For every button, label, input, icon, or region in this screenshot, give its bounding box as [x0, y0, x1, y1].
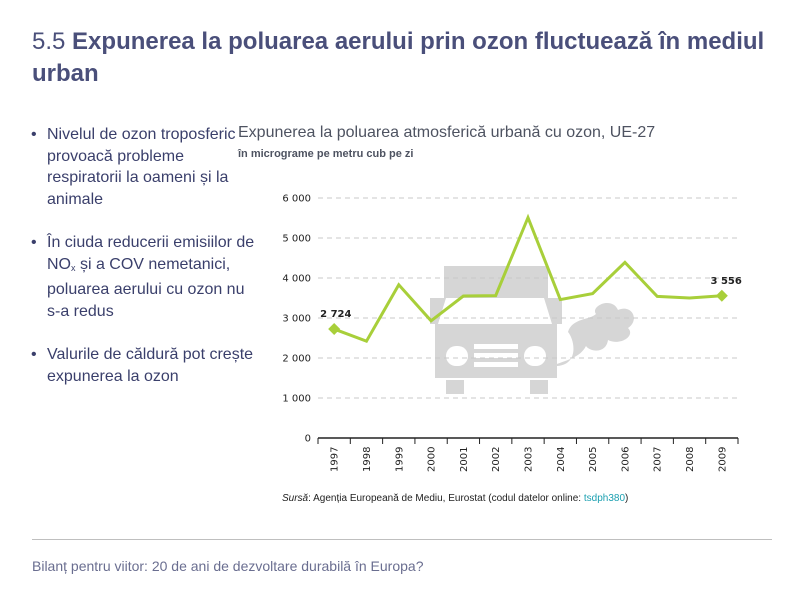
x-tick-label: 2003 — [524, 447, 535, 472]
y-tick-label: 1 000 — [282, 394, 311, 405]
source-label: Sursă — [282, 493, 309, 504]
x-tick-label: 1999 — [394, 447, 405, 472]
footer-text: Bilanț pentru viitor: 20 de ani de dezvo… — [32, 558, 424, 574]
dataset-code-link[interactable]: tsdph380 — [583, 493, 626, 504]
bullet-list: Nivelul de ozon troposferic provoacă pro… — [30, 124, 260, 409]
y-tick-label: 2 000 — [282, 354, 311, 365]
x-tick-label: 1997 — [330, 447, 341, 472]
y-tick-label: 6 000 — [282, 194, 311, 205]
bullet-subscript: x — [71, 262, 76, 273]
data-point-marker — [328, 323, 341, 336]
data-label-last: 3 556 — [711, 276, 742, 287]
section-title: Expunerea la poluarea aerului prin ozon … — [32, 28, 765, 87]
chart-subtitle: în micrograme pe metru cub pe zi — [238, 148, 414, 160]
y-tick-label: 4 000 — [282, 274, 311, 285]
x-tick-label: 2007 — [653, 447, 664, 472]
bullet-item: Valurile de căldură pot crește expunerea… — [30, 344, 260, 387]
x-tick-label: 2002 — [491, 447, 502, 472]
x-tick-label: 2004 — [556, 447, 567, 472]
y-tick-label: 5 000 — [282, 234, 311, 245]
section-number: 5.5 — [32, 28, 66, 55]
y-tick-label: 3 000 — [282, 314, 311, 325]
data-label-first: 2 724 — [320, 309, 351, 320]
x-tick-label: 2006 — [620, 447, 631, 472]
x-tick-label: 2008 — [685, 447, 696, 472]
source-note: Sursă: Agenția Europeană de Mediu, Euros… — [282, 493, 628, 504]
x-tick-label: 2009 — [717, 447, 728, 472]
chart-axes — [317, 437, 739, 444]
bullet-text-1: Nivelul de ozon troposferic provoacă pro… — [47, 126, 236, 208]
series-line-path — [333, 213, 722, 344]
data-point-marker — [715, 289, 728, 302]
page-title: 5.5 Expunerea la poluarea aerului prin o… — [32, 26, 772, 90]
bullet-text-3: Valurile de căldură pot crește expunerea… — [47, 346, 254, 385]
bullet-item: În ciuda reducerii emisiilor de NOx și a… — [30, 232, 260, 322]
bullet-text-2a: În ciuda reducerii emisiilor de NO — [47, 234, 255, 273]
series-line — [328, 213, 728, 344]
bullet-text-2b: și a COV nemetanici, poluarea aerului cu… — [47, 255, 245, 320]
source-end: ) — [625, 493, 629, 504]
bullet-item: Nivelul de ozon troposferic provoacă pro… — [30, 124, 260, 210]
x-tick-label: 1998 — [362, 447, 373, 472]
footer-divider — [32, 539, 772, 540]
x-axis-labels: 1997 1998 1999 2000 2001 2002 2003 2004 2005 2006… — [330, 447, 729, 472]
y-axis-labels: 0 1 000 2 000 3 000 4 000 5 000 6 000 — [282, 194, 311, 445]
source-text: : Agenția Europeană de Mediu, Eurostat (… — [308, 493, 584, 504]
chart-title: Expunerea la poluarea atmosferică urbană… — [238, 124, 656, 141]
x-tick-label: 2001 — [459, 447, 470, 472]
x-tick-label: 2005 — [588, 447, 599, 472]
y-tick-label: 0 — [305, 434, 311, 445]
x-tick-label: 2000 — [427, 447, 438, 472]
data-labels: 2 724 3 556 — [320, 276, 742, 320]
chart-grid — [318, 197, 738, 399]
